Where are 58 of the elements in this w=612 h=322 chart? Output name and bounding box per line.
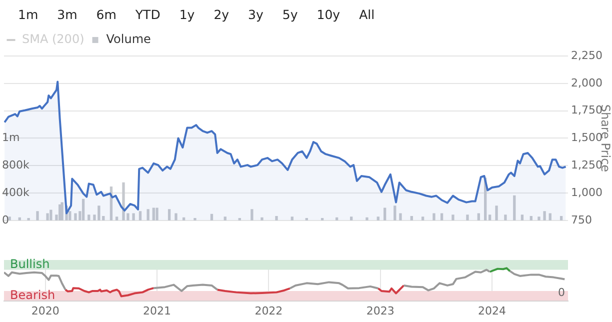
bar <box>36 211 39 220</box>
text: 1y <box>178 6 196 24</box>
bar <box>275 216 278 220</box>
bar <box>46 213 49 220</box>
band-label: Bearish <box>10 288 56 302</box>
y2-tick-label: 800k <box>2 158 30 172</box>
text: 1m <box>17 6 40 24</box>
bar <box>174 213 178 220</box>
y-tick-label: 1,000 <box>571 186 602 199</box>
bar <box>543 211 546 220</box>
y-tick-label: 750 <box>571 213 592 226</box>
text: 10y <box>316 6 342 24</box>
text: 6m <box>95 6 118 24</box>
bar <box>132 213 135 220</box>
legend-label: Volume <box>106 32 151 46</box>
bar <box>466 214 469 220</box>
bar <box>156 208 158 220</box>
text: 3y <box>247 6 264 24</box>
x-tick-label: 2020 <box>31 304 60 318</box>
bar <box>513 195 516 220</box>
bar <box>432 213 436 220</box>
bar <box>548 213 552 220</box>
text: All <box>358 6 376 24</box>
bar <box>440 213 444 220</box>
bar <box>394 206 396 220</box>
bar <box>399 213 402 220</box>
annotation: 0 <box>558 286 565 300</box>
text: YTD <box>134 6 162 24</box>
bar <box>504 214 507 220</box>
bar <box>82 198 85 220</box>
y2-tick-label: 0 <box>2 213 9 226</box>
bar <box>495 206 498 220</box>
x-tick-label: 2022 <box>254 304 283 318</box>
band-label: Bullish <box>10 257 50 272</box>
bar <box>452 214 454 220</box>
x-tick-label: 2024 <box>478 304 506 318</box>
text: 3m <box>56 6 78 24</box>
y-tick-label: 1,750 <box>571 104 602 117</box>
x-tick-label: 2021 <box>143 304 172 318</box>
y2-tick-label: 400k <box>2 186 30 199</box>
bar <box>477 213 480 220</box>
bar <box>138 211 142 220</box>
text: 2y <box>212 6 230 24</box>
bar <box>168 209 171 220</box>
bar <box>366 217 368 220</box>
text: 5y <box>281 6 299 24</box>
y-tick-label: 2,250 <box>571 48 602 62</box>
y-tick-label: 2,000 <box>571 76 602 90</box>
y2-tick-label: 1m <box>2 131 20 144</box>
x-tick-label: 2023 <box>366 304 394 318</box>
bar <box>260 217 264 220</box>
bar <box>250 209 254 220</box>
y-tick-label: 1,250 <box>571 158 602 172</box>
y-tick-label: 1,500 <box>571 131 602 144</box>
bar <box>538 216 540 220</box>
bar <box>384 208 386 220</box>
bar <box>146 209 150 220</box>
bar <box>152 208 155 220</box>
